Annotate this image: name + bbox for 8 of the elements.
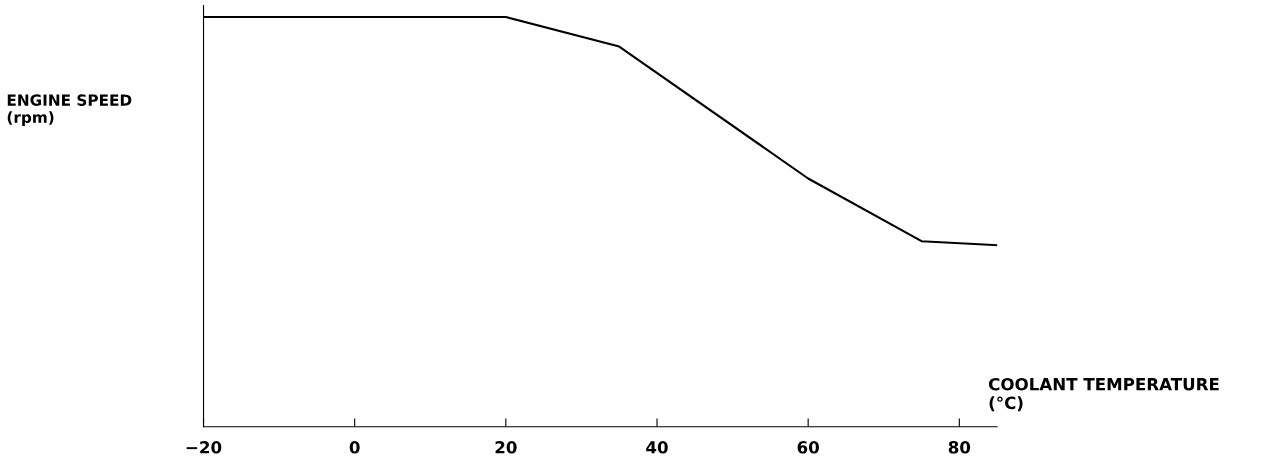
x-tick-label: −20 (186, 441, 222, 454)
x-tick-label: 20 (495, 441, 517, 454)
x-tick-label: 60 (797, 441, 819, 454)
y-axis-title: ENGINE SPEED (rpm) (7, 94, 132, 126)
x-tick-label: 40 (646, 441, 668, 454)
x-tick-label: 80 (948, 441, 971, 454)
x-tick-label: 0 (349, 441, 360, 454)
x-axis-title: COOLANT TEMPERATURE (°C) (988, 377, 1219, 412)
